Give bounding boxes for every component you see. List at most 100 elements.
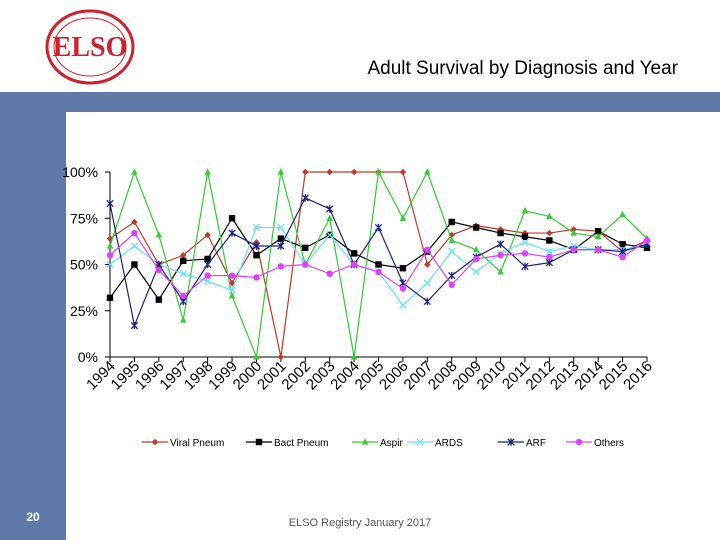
title-underline-band xyxy=(66,92,720,112)
x-tick-label: 2016 xyxy=(620,358,656,394)
legend-marker-viral-pneum xyxy=(151,438,159,446)
data-point-ards xyxy=(277,223,285,232)
data-point-others xyxy=(594,246,602,253)
data-point-others xyxy=(472,255,480,263)
data-point-others xyxy=(424,246,431,253)
data-point-bact-pneum xyxy=(472,224,480,231)
data-point-aspir xyxy=(155,231,163,238)
data-point-ards xyxy=(448,247,456,256)
data-point-bact-pneum xyxy=(228,215,236,222)
y-tick-label: 25% xyxy=(70,303,98,319)
data-point-bact-pneum xyxy=(131,261,138,268)
data-point-viral-pneum xyxy=(180,252,187,259)
data-point-ards xyxy=(399,301,407,309)
data-point-aspir xyxy=(448,236,455,244)
data-point-others xyxy=(277,263,285,270)
data-point-aspir xyxy=(399,214,407,221)
data-point-bact-pneum xyxy=(375,261,382,268)
data-point-viral-pneum xyxy=(277,353,285,361)
data-point-arf xyxy=(374,223,383,232)
legend-marker-others xyxy=(575,438,583,446)
data-point-viral-pneum xyxy=(204,231,211,239)
data-point-viral-pneum xyxy=(424,261,431,268)
data-point-aspir xyxy=(180,316,187,323)
data-point-others xyxy=(302,261,309,268)
data-point-others xyxy=(448,281,455,289)
data-point-aspir xyxy=(204,168,211,175)
data-point-bact-pneum xyxy=(399,265,407,272)
data-point-bact-pneum xyxy=(277,235,285,242)
data-point-ards xyxy=(472,268,480,276)
data-point-viral-pneum xyxy=(326,168,333,176)
data-point-bact-pneum xyxy=(350,250,358,257)
data-point-aspir xyxy=(570,229,577,236)
y-tick-label: 50% xyxy=(70,257,98,273)
data-point-bact-pneum xyxy=(594,228,602,235)
data-point-viral-pneum xyxy=(302,168,309,176)
data-point-viral-pneum xyxy=(399,168,407,176)
data-point-bact-pneum xyxy=(448,218,455,226)
data-point-aspir xyxy=(619,210,626,218)
data-point-others xyxy=(131,229,138,237)
data-point-bact-pneum xyxy=(253,252,260,259)
data-point-aspir xyxy=(253,353,260,360)
data-point-aspir xyxy=(375,168,382,175)
data-point-aspir xyxy=(277,168,285,175)
data-point-others xyxy=(326,270,333,277)
data-point-arf xyxy=(228,229,236,237)
legend-label-others: Others xyxy=(594,438,624,449)
data-point-aspir xyxy=(326,214,333,221)
legend-marker-aspir xyxy=(361,438,369,445)
data-point-others xyxy=(228,272,236,279)
data-point-arf xyxy=(448,271,456,280)
legend-label-ards: ARDS xyxy=(435,438,463,449)
data-point-aspir xyxy=(546,212,553,219)
data-point-bact-pneum xyxy=(521,233,529,240)
data-point-bact-pneum xyxy=(106,294,114,301)
data-point-others xyxy=(204,272,211,279)
data-point-bact-pneum xyxy=(155,296,163,303)
data-point-aspir xyxy=(497,268,504,275)
data-point-others xyxy=(399,285,407,292)
data-point-aspir xyxy=(228,292,236,299)
data-point-arf xyxy=(496,240,505,248)
data-point-ards xyxy=(228,286,236,295)
data-point-aspir xyxy=(350,353,358,360)
data-point-others xyxy=(570,246,577,253)
logo-text: ELSO xyxy=(53,32,128,63)
data-point-arf xyxy=(326,205,334,213)
data-point-arf xyxy=(277,242,285,250)
data-point-bact-pneum xyxy=(302,244,309,252)
data-point-others xyxy=(619,253,626,261)
data-point-arf xyxy=(301,194,309,202)
data-point-others xyxy=(375,268,382,276)
data-point-bact-pneum xyxy=(546,237,553,244)
data-point-ards xyxy=(130,242,139,250)
data-point-others xyxy=(253,274,260,281)
data-point-others xyxy=(155,266,163,274)
data-point-ards xyxy=(252,223,261,232)
legend-marker-bact-pneum xyxy=(255,438,263,446)
data-point-arf xyxy=(521,262,529,271)
slide-title: Adult Survival by Diagnosis and Year xyxy=(367,58,678,79)
data-point-others xyxy=(350,261,358,268)
data-point-aspir xyxy=(472,245,480,253)
data-point-bact-pneum xyxy=(204,255,211,263)
legend-label-bact-pneum: Bact Pneum xyxy=(274,438,328,449)
data-point-aspir xyxy=(521,207,529,214)
legend-marker-ards xyxy=(416,438,424,446)
data-point-arf xyxy=(252,242,261,250)
data-point-viral-pneum xyxy=(546,229,553,237)
legend-label-arf: ARF xyxy=(526,438,546,449)
legend-label-aspir: Aspir xyxy=(380,438,403,449)
data-point-arf xyxy=(423,297,431,306)
legend-marker-arf xyxy=(507,438,515,446)
y-tick-label: 100% xyxy=(62,164,98,180)
data-point-arf xyxy=(130,321,139,330)
y-tick-label: 0% xyxy=(78,349,98,365)
data-point-aspir xyxy=(594,232,602,240)
data-point-arf xyxy=(203,260,212,269)
left-sidebar-band xyxy=(0,92,66,540)
data-point-ards xyxy=(545,247,554,256)
data-point-others xyxy=(546,253,553,261)
